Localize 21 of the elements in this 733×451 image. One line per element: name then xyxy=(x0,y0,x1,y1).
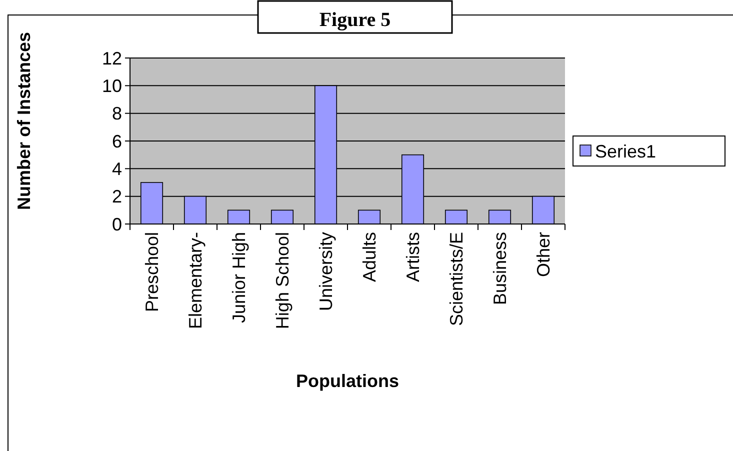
y-tick-label: 2 xyxy=(112,186,122,207)
x-tick-label: Junior High xyxy=(229,232,250,324)
x-tick-label: Adults xyxy=(360,232,380,282)
y-tick-label: 6 xyxy=(112,131,122,152)
y-tick-label: 12 xyxy=(102,48,122,68)
y-tick-label: 10 xyxy=(102,76,122,96)
x-tick-label: High School xyxy=(272,232,293,330)
x-tick-label: Preschool xyxy=(142,232,162,312)
x-tick-label: Business xyxy=(490,232,510,306)
y-tick-label: 8 xyxy=(112,104,122,124)
x-tick-label: Artists xyxy=(403,232,424,282)
x-tick-label: University xyxy=(316,232,336,312)
x-tick-label: Other xyxy=(534,232,554,278)
legend-label: Series1 xyxy=(595,141,656,162)
x-axis-title: Populations xyxy=(296,371,399,391)
y-tick-label: 4 xyxy=(112,158,122,179)
x-tick-label: Scientists/E xyxy=(446,232,467,326)
y-tick-label: 0 xyxy=(112,214,122,234)
chart-title: Figure 5 xyxy=(319,9,391,31)
y-axis-title: Number of Instances xyxy=(14,32,34,210)
x-tick-label: Elementary- xyxy=(186,232,206,330)
